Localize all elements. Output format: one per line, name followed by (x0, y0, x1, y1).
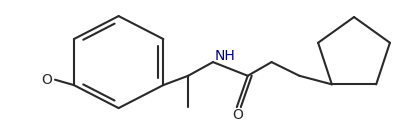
Text: NH: NH (215, 49, 236, 63)
Text: O: O (233, 108, 243, 122)
Text: O: O (42, 73, 52, 87)
